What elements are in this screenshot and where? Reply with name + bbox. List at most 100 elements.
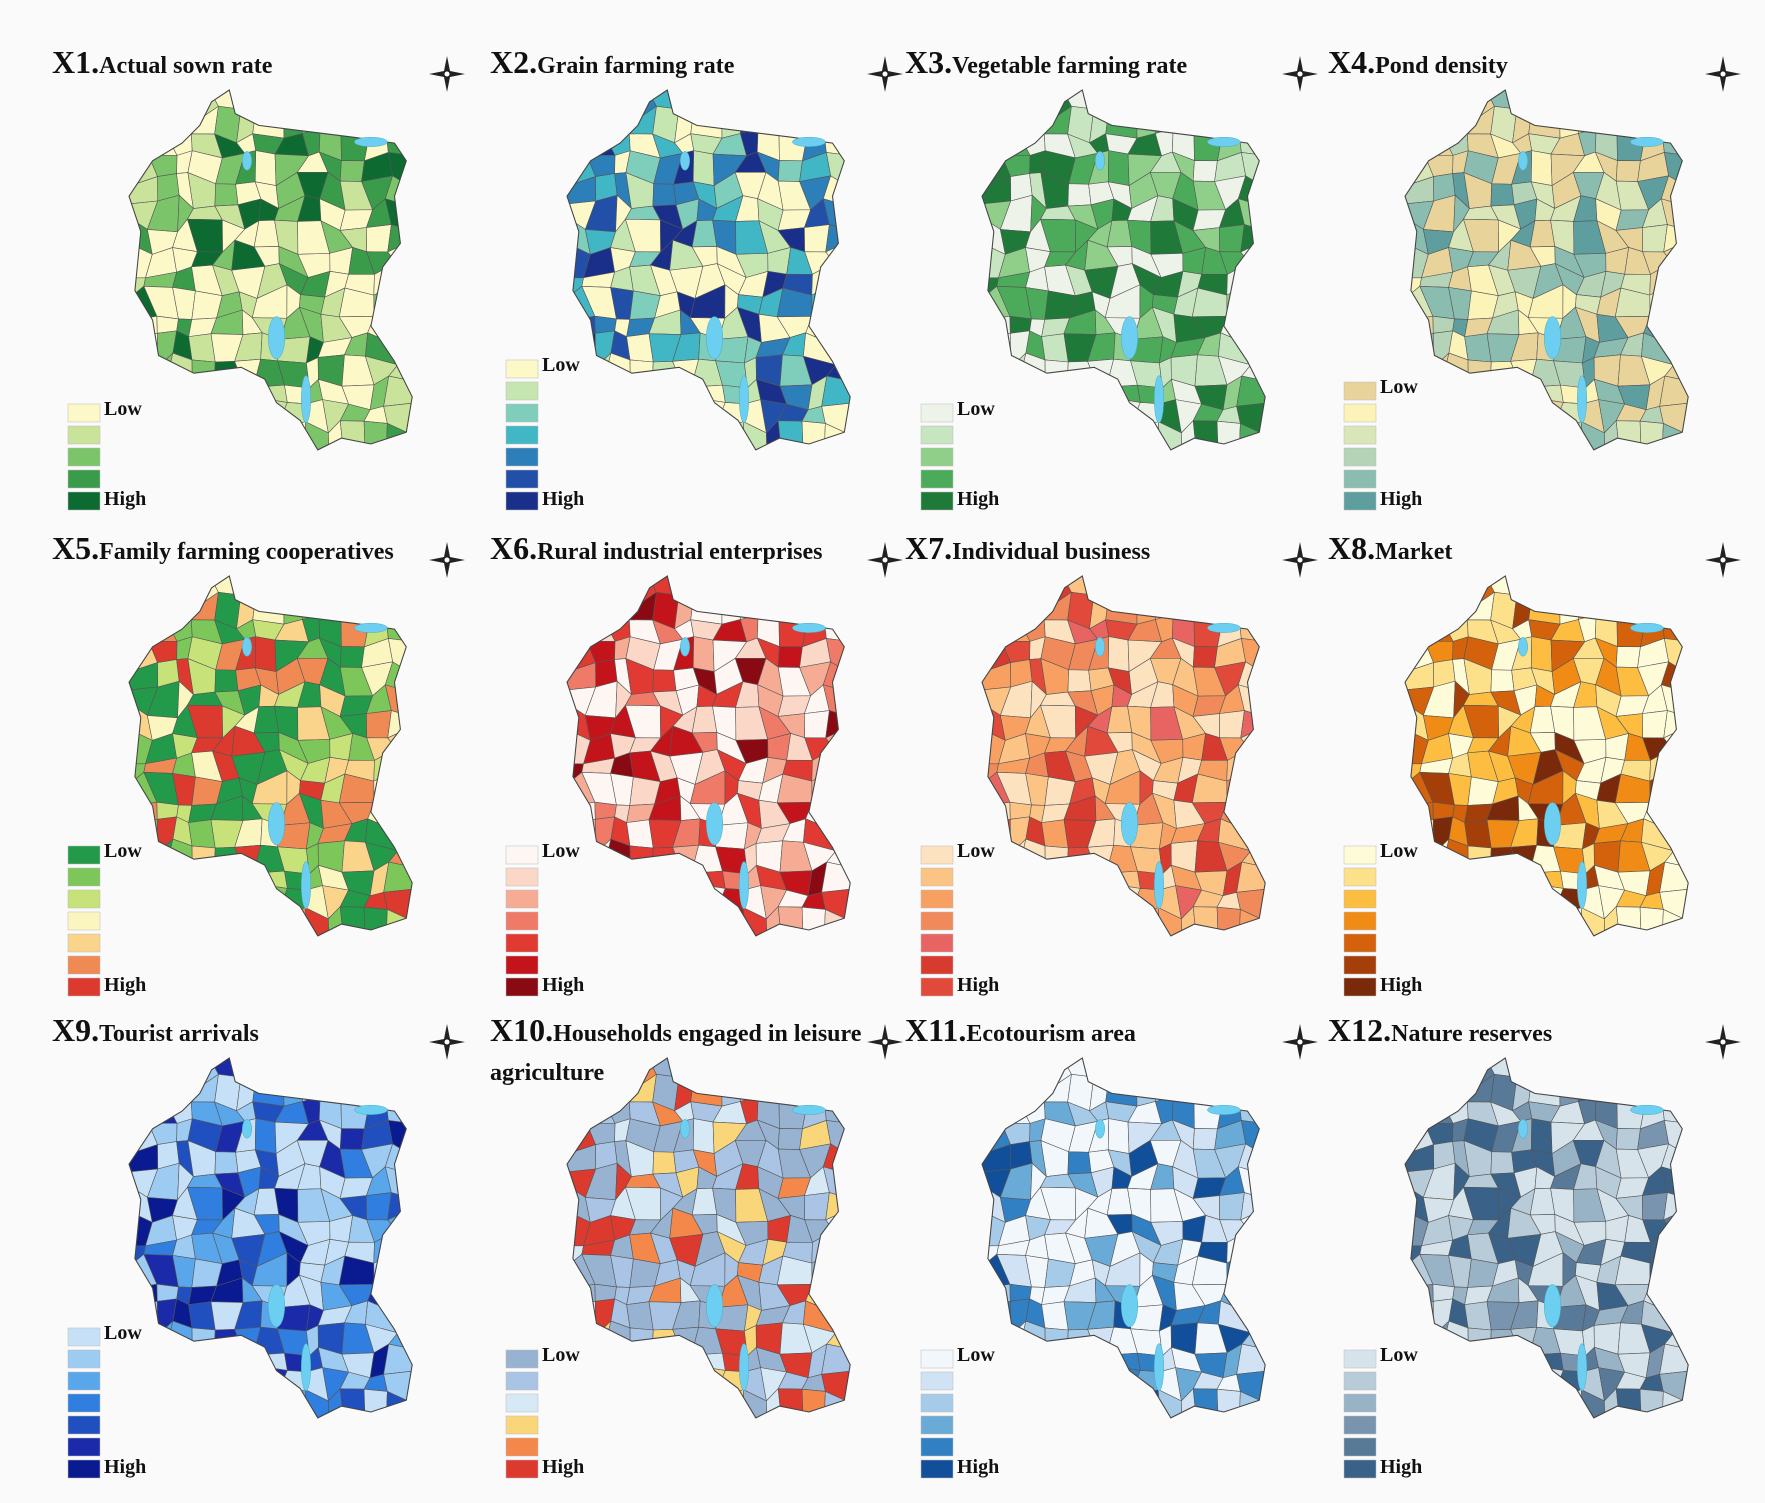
- district: [364, 576, 398, 601]
- district: [214, 377, 245, 410]
- district: [713, 90, 744, 114]
- district: [998, 399, 1030, 435]
- district: [1487, 1387, 1521, 1418]
- district: [174, 424, 197, 450]
- panel-title-text: Vegetable farming rate: [952, 53, 1188, 79]
- district: [982, 576, 1008, 606]
- legend-high: High: [957, 1456, 1000, 1478]
- district: [777, 646, 803, 668]
- panel-title-text: Market: [1375, 539, 1453, 565]
- compass: [867, 1024, 903, 1060]
- district: [1671, 823, 1689, 852]
- district: [1192, 906, 1219, 936]
- district: [1107, 636, 1130, 672]
- district: [567, 377, 590, 401]
- district: [712, 1389, 746, 1418]
- legend-swatch: [505, 867, 539, 887]
- district: [393, 262, 413, 287]
- legend-swatch: [920, 845, 954, 865]
- district: [156, 1283, 179, 1302]
- district: [1405, 131, 1426, 156]
- legend-swatch: [1343, 403, 1377, 423]
- district: [1518, 1366, 1541, 1394]
- lake: [1577, 1343, 1587, 1391]
- district: [1519, 1354, 1541, 1376]
- district: [302, 1076, 321, 1102]
- legend-swatch: [67, 889, 101, 909]
- district: [649, 905, 683, 936]
- legend-swatch: [505, 911, 539, 931]
- district: [1002, 576, 1033, 606]
- district: [1518, 905, 1542, 936]
- district: [1002, 1058, 1033, 1088]
- district: [1669, 748, 1689, 773]
- district: [150, 861, 177, 895]
- map-panel: X9.Tourist arrivals Low High: [52, 1012, 482, 1492]
- district: [1128, 90, 1159, 114]
- compass: [1282, 56, 1318, 92]
- district: [1405, 1058, 1431, 1088]
- district: [1639, 1388, 1664, 1418]
- map-canvas: [1343, 1024, 1741, 1479]
- district: [389, 797, 413, 832]
- district: [1192, 646, 1218, 668]
- district: [1236, 595, 1266, 622]
- lake: [1207, 1104, 1241, 1115]
- legend-swatch: [1343, 1415, 1377, 1435]
- district: [1468, 377, 1495, 410]
- district: [254, 910, 281, 936]
- district: [999, 1100, 1031, 1124]
- map-canvas: [920, 542, 1318, 997]
- district: [339, 646, 365, 668]
- district: [584, 1100, 616, 1124]
- district: [1466, 403, 1495, 429]
- district: [1041, 1301, 1069, 1331]
- district: [1421, 1397, 1455, 1418]
- legend-swatch: [1343, 381, 1377, 401]
- district: [274, 1389, 308, 1418]
- district: [583, 885, 615, 921]
- compass: [429, 542, 465, 578]
- district: [982, 1058, 1008, 1088]
- district: [567, 863, 590, 887]
- district: [1577, 90, 1601, 113]
- district: [145, 1397, 179, 1418]
- district: [1236, 375, 1266, 407]
- district: [1527, 1058, 1560, 1089]
- district: [188, 819, 216, 849]
- compass-center: [444, 557, 450, 563]
- compass: [429, 1024, 465, 1060]
- panel-id: X9.: [52, 1012, 100, 1048]
- district: [1239, 617, 1266, 642]
- district: [1128, 576, 1159, 600]
- district: [1527, 576, 1560, 607]
- district: [174, 889, 194, 917]
- district: [156, 315, 179, 334]
- legend-swatch: [505, 1349, 539, 1369]
- district: [588, 375, 615, 409]
- district: [1219, 224, 1245, 253]
- panel-title: X3.Vegetable farming rate: [905, 44, 1187, 87]
- district: [982, 617, 1003, 642]
- district: [1467, 845, 1492, 874]
- district: [150, 375, 177, 409]
- district: [999, 618, 1031, 642]
- district: [802, 576, 836, 601]
- lake: [242, 151, 252, 171]
- district: [383, 109, 413, 136]
- district: [1064, 892, 1097, 915]
- district: [777, 420, 804, 450]
- lake: [268, 1284, 285, 1328]
- district: [1107, 910, 1134, 936]
- lake: [301, 375, 311, 423]
- legend-swatch: [505, 1437, 539, 1457]
- legend-swatch: [920, 1371, 954, 1391]
- district: [999, 1079, 1029, 1101]
- district: [1067, 377, 1098, 410]
- map-canvas: [920, 56, 1318, 511]
- district: [129, 1058, 155, 1088]
- district: [129, 423, 148, 450]
- district: [366, 1192, 392, 1221]
- map-panel: X2.Grain farming rate Low High: [490, 44, 920, 524]
- district: [1246, 262, 1266, 287]
